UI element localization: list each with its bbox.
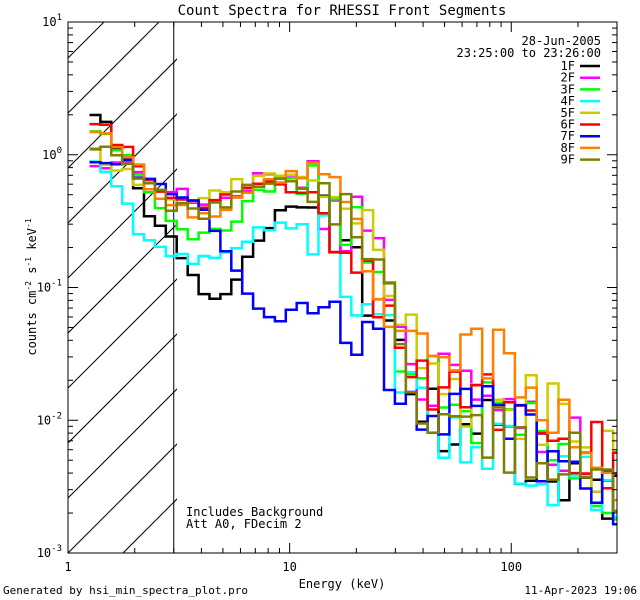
date-label: 28-Jun-2005	[522, 34, 601, 48]
series-9f	[89, 145, 617, 513]
y-axis-label: counts cm-2 s-1 keV-1	[24, 218, 39, 355]
annotation-background: Includes Background	[186, 505, 323, 519]
generated-at-footer: 11-Apr-2023 19:06	[524, 584, 637, 597]
series-7f	[89, 158, 617, 526]
x-tick-label: 100	[500, 560, 522, 574]
time-range-label: 23:25:00 to 23:26:00	[457, 46, 602, 60]
legend-label-6f: 6F	[561, 118, 575, 132]
series-6f	[89, 122, 617, 490]
y-tick-label: 10-1	[37, 279, 62, 295]
chart-title: Count Spectra for RHESSI Front Segments	[178, 3, 507, 19]
legend-label-5f: 5F	[561, 106, 575, 120]
legend-label-7f: 7F	[561, 129, 575, 143]
excluded-energy-hatch	[68, 22, 177, 553]
legend-label-9f: 9F	[561, 153, 575, 167]
hatch-line	[68, 388, 177, 499]
x-tick-label: 1	[64, 560, 71, 574]
x-axis-label: Energy (keV)	[299, 577, 386, 591]
y-tick-label: 101	[42, 13, 62, 29]
annotation-attenuator: Att A0, FDecim 2	[186, 517, 302, 531]
hatch-line	[68, 58, 177, 169]
series-3f	[89, 130, 617, 521]
series-4f	[89, 160, 617, 519]
x-tick-label: 10	[282, 560, 296, 574]
legend-label-1f: 1F	[561, 59, 575, 73]
legend-label-3f: 3F	[561, 82, 575, 96]
hatch-line	[68, 22, 160, 114]
hatch-line	[68, 278, 177, 389]
legend-label-8f: 8F	[561, 141, 575, 155]
legend-label-4f: 4F	[561, 94, 575, 108]
series-2f	[89, 159, 617, 494]
series-1f	[89, 113, 617, 520]
generated-by-footer: Generated by hsi_min_spectra_plot.pro	[3, 584, 248, 597]
hatch-line	[68, 223, 177, 334]
y-tick-label: 10-2	[37, 411, 62, 427]
y-tick-label: 10-3	[37, 544, 62, 560]
y-tick-label: 100	[42, 146, 62, 162]
hatch-line	[68, 443, 177, 553]
legend-label-2f: 2F	[561, 71, 575, 85]
